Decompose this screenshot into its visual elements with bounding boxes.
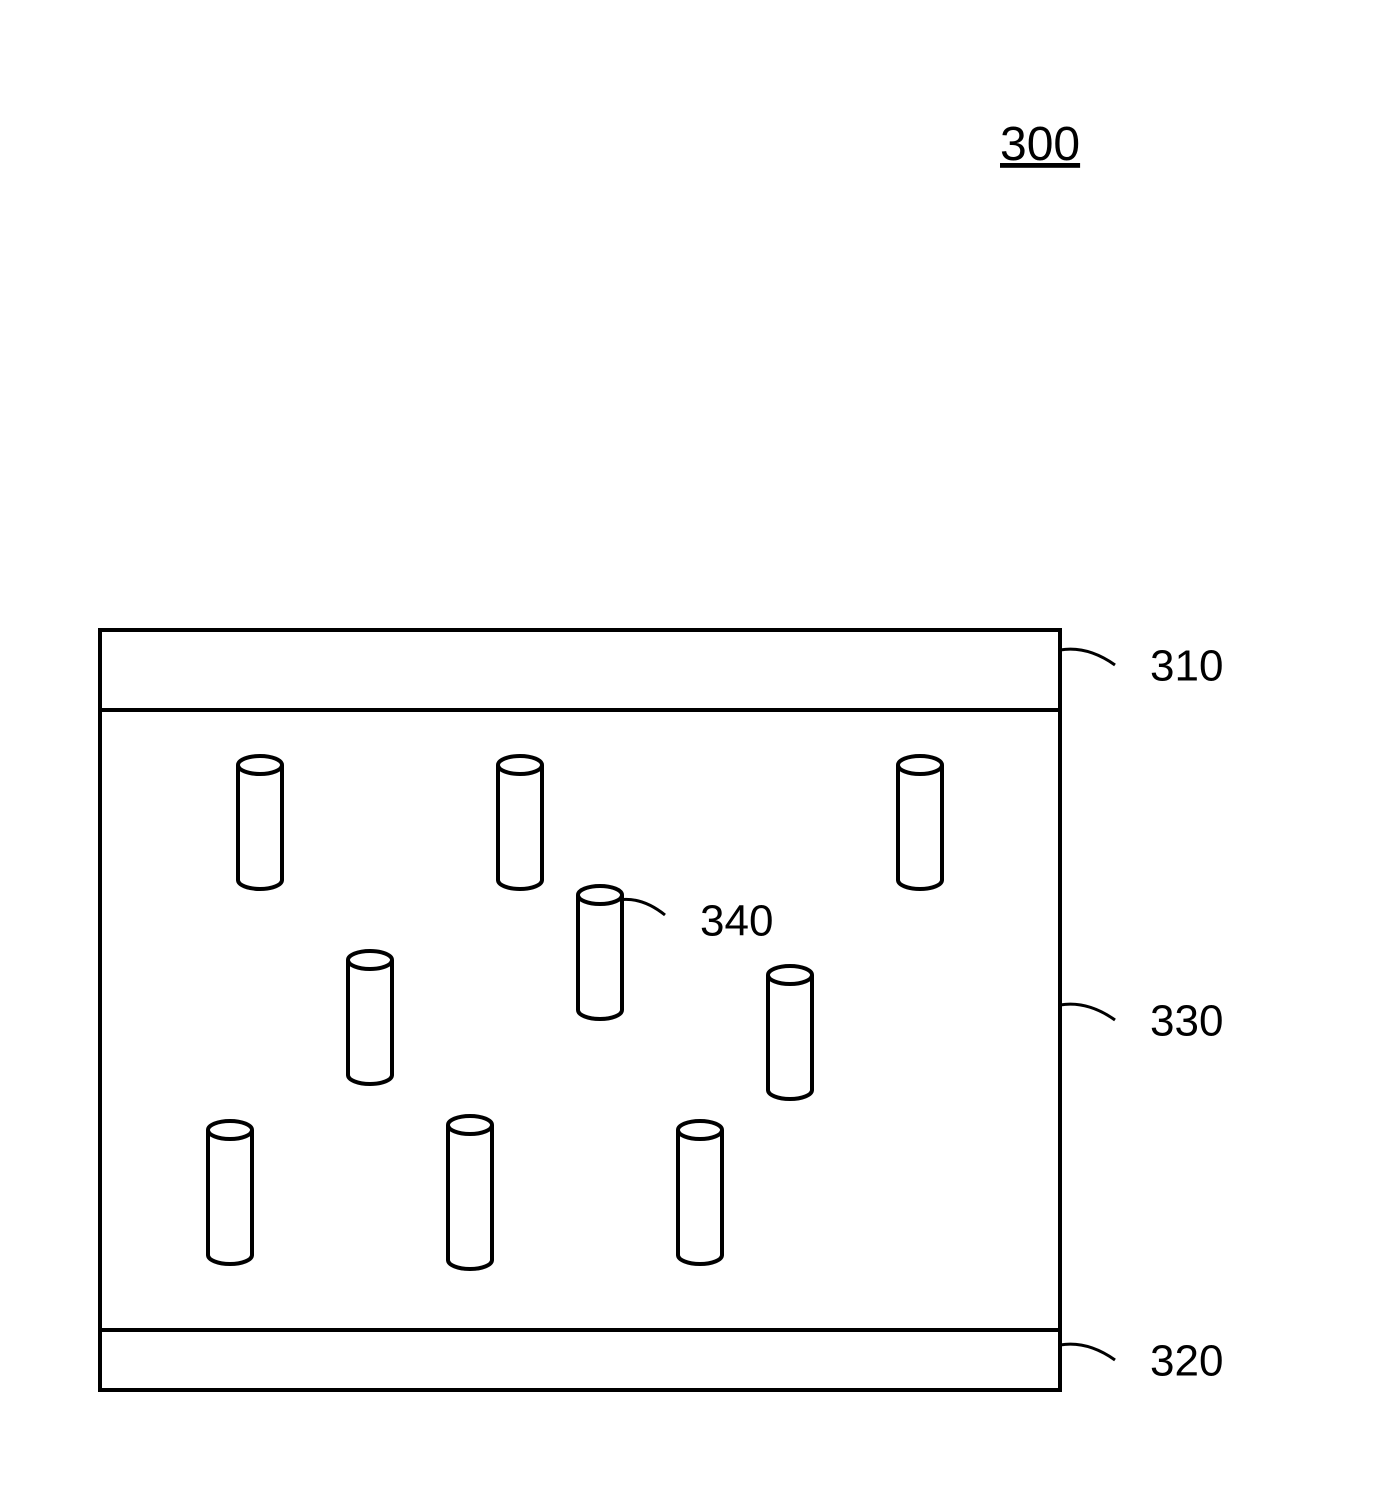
- canvas-bg: [0, 0, 1382, 1510]
- rod-340-label: 340: [700, 896, 773, 945]
- rod: [448, 1116, 492, 1269]
- rod: [678, 1121, 722, 1264]
- layer-310-label: 310: [1150, 641, 1223, 690]
- rod: [498, 756, 542, 889]
- layer-320-label: 320: [1150, 1336, 1223, 1385]
- rod: [238, 756, 282, 889]
- layer-330-label: 330: [1150, 996, 1223, 1045]
- rod: [348, 951, 392, 1084]
- rod: [578, 886, 622, 1019]
- rod: [208, 1121, 252, 1264]
- figure-reference-label: 300: [1000, 118, 1080, 171]
- rod: [898, 756, 942, 889]
- figure-300: 300 310 330 320 340: [0, 0, 1382, 1510]
- rod: [768, 966, 812, 1099]
